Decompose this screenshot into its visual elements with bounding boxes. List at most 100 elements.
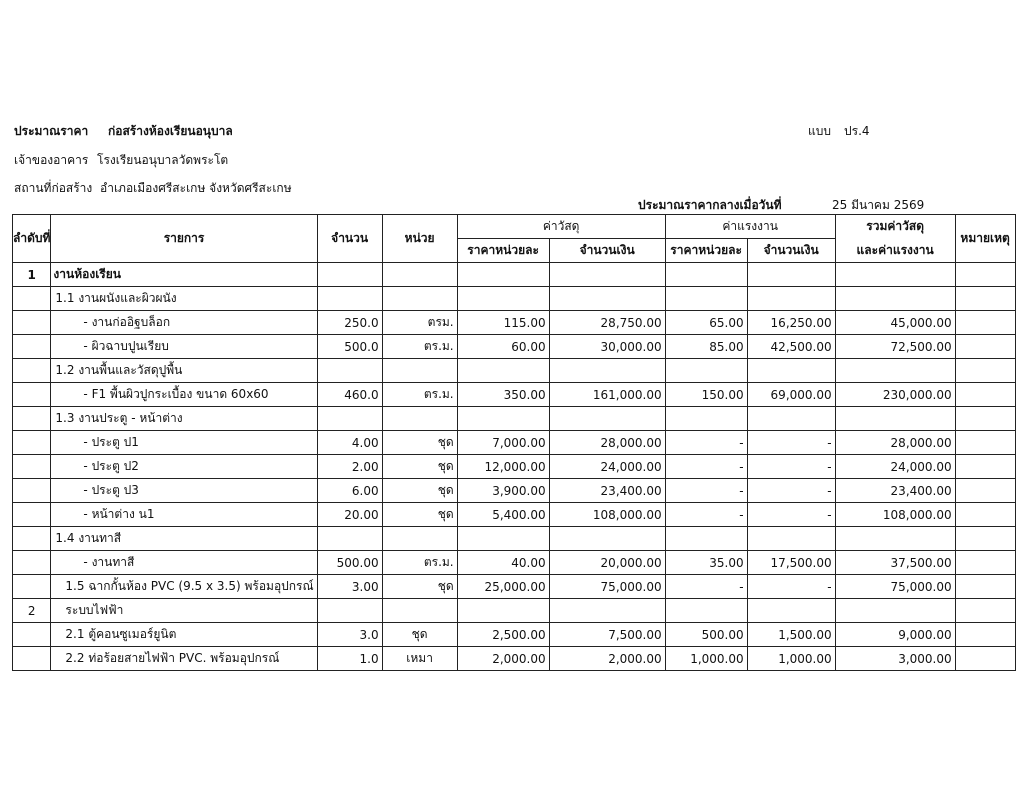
- quantity: [316, 358, 383, 383]
- unit: เหมา: [381, 646, 458, 671]
- labor-amount: 69,000.00: [746, 382, 836, 407]
- total-amount: 37,500.00: [834, 550, 956, 575]
- quantity: 1.0: [316, 646, 383, 671]
- remark: [954, 310, 1016, 335]
- quantity: 3.00: [316, 574, 383, 599]
- labor-unit-price: 150.00: [664, 382, 748, 407]
- labor-amount: -: [746, 478, 836, 503]
- labor-unit-price: [664, 286, 748, 311]
- labor-amount: -: [746, 502, 836, 527]
- row-description: 1.3 งานประตู - หน้าต่าง: [50, 406, 318, 431]
- row-description: - ประตู ป1: [50, 430, 318, 455]
- labor-amount: -: [746, 430, 836, 455]
- quantity: [316, 598, 383, 623]
- row-number: [11, 406, 52, 431]
- quantity: 460.0: [316, 382, 383, 407]
- remark: [954, 334, 1016, 359]
- row-description: - ประตู ป3: [50, 478, 318, 503]
- remark: [954, 574, 1016, 599]
- material-amount: [548, 406, 666, 431]
- row-number: [11, 286, 52, 311]
- table-row: 1.1 งานผนังและผิวผนัง: [11, 286, 1016, 311]
- remark: [954, 598, 1016, 623]
- quantity: 250.0: [316, 310, 383, 335]
- material-unit-price: 3,900.00: [456, 478, 550, 503]
- remark: [954, 478, 1016, 503]
- unit: [381, 406, 458, 431]
- row-number: [11, 502, 52, 527]
- quantity: 500.00: [316, 550, 383, 575]
- labor-unit-price: -: [664, 430, 748, 455]
- table-row: 1 งานห้องเรียน: [11, 262, 1016, 287]
- labor-amount: 1,500.00: [746, 622, 836, 647]
- material-amount: 2,000.00: [548, 646, 666, 671]
- material-unit-price: 2,000.00: [456, 646, 550, 671]
- unit: ตรม.: [381, 310, 458, 335]
- labor-amount: -: [746, 454, 836, 479]
- row-description: 2.2 ท่อร้อยสายไฟฟ้า PVC. พร้อมอุปกรณ์: [50, 646, 318, 671]
- total-amount: [834, 598, 956, 623]
- unit: ตร.ม.: [381, 334, 458, 359]
- unit: ชุด: [381, 622, 458, 647]
- row-number: 2: [11, 598, 52, 623]
- quantity: 4.00: [316, 430, 383, 455]
- material-amount: 24,000.00: [548, 454, 666, 479]
- row-description: - งานทาสี: [50, 550, 318, 575]
- owner-label: เจ้าของอาคาร: [14, 153, 89, 167]
- total-amount: 9,000.00: [834, 622, 956, 647]
- table-row: 2.2 ท่อร้อยสายไฟฟ้า PVC. พร้อมอุปกรณ์ 1.0…: [11, 646, 1016, 671]
- material-unit-price: [456, 286, 550, 311]
- unit: [381, 358, 458, 383]
- unit: [381, 262, 458, 287]
- material-unit-price: 115.00: [456, 310, 550, 335]
- row-description: - งานก่ออิฐบล็อก: [50, 310, 318, 335]
- material-amount: 75,000.00: [548, 574, 666, 599]
- quantity: 20.00: [316, 502, 383, 527]
- material-amount: 30,000.00: [548, 334, 666, 359]
- total-amount: [834, 406, 956, 431]
- total-amount: 28,000.00: [834, 430, 956, 455]
- material-amount: 20,000.00: [548, 550, 666, 575]
- col-material-unit-price: ราคาหน่วยละ: [456, 238, 550, 263]
- labor-unit-price: -: [664, 502, 748, 527]
- material-amount: 161,000.00: [548, 382, 666, 407]
- remark: [954, 358, 1016, 383]
- row-description: 1.5 ฉากกั้นห้อง PVC (9.5 x 3.5) พร้อมอุป…: [50, 574, 318, 599]
- total-amount: 108,000.00: [834, 502, 956, 527]
- table-row: - ผิวฉาบปูนเรียบ 500.0 ตร.ม. 60.00 30,000.00…: [11, 334, 1016, 359]
- row-description: 1.4 งานทาสี: [50, 526, 318, 551]
- row-description: - หน้าต่าง น1: [50, 502, 318, 527]
- table-row: 1.4 งานทาสี: [11, 526, 1016, 551]
- material-unit-price: [456, 358, 550, 383]
- material-unit-price: 40.00: [456, 550, 550, 575]
- unit: [381, 526, 458, 551]
- material-amount: 7,500.00: [548, 622, 666, 647]
- table-row: - ประตู ป1 4.00 ชุด 7,000.00 28,000.00- -28,0…: [11, 430, 1016, 455]
- material-amount: 28,750.00: [548, 310, 666, 335]
- col-unit-header: หน่วย: [381, 214, 458, 263]
- remark: [954, 382, 1016, 407]
- remark: [954, 502, 1016, 527]
- table-row: - งานทาสี 500.00 ตร.ม. 40.00 20,000.00 35.00 1…: [11, 550, 1016, 575]
- material-amount: 28,000.00: [548, 430, 666, 455]
- col-remark-header: หมายเหตุ: [954, 214, 1016, 263]
- quantity: [316, 526, 383, 551]
- site-value: อำเภอเมืองศรีสะเกษ จังหวัดศรีสะเกษ: [100, 181, 292, 195]
- unit: ชุด: [381, 502, 458, 527]
- remark: [954, 454, 1016, 479]
- labor-amount: 17,500.00: [746, 550, 836, 575]
- table-row: 1.3 งานประตู - หน้าต่าง: [11, 406, 1016, 431]
- row-number: [11, 646, 52, 671]
- material-amount: 108,000.00: [548, 502, 666, 527]
- quantity: [316, 406, 383, 431]
- row-number: [11, 550, 52, 575]
- doc-title-value: ก่อสร้างห้องเรียนอนุบาล: [108, 124, 233, 138]
- total-amount: 3,000.00: [834, 646, 956, 671]
- form-value: ปร.4: [844, 124, 870, 138]
- unit: [381, 598, 458, 623]
- unit: ตร.ม.: [381, 550, 458, 575]
- table-row: - F1 พื้นผิวปูกระเบื้อง ขนาด 60x60 460.0 ต…: [11, 382, 1016, 407]
- table-row: 2.1 ตู้คอนซูเมอร์ยูนิต 3.0 ชุด 2,500.00 7,50…: [11, 622, 1016, 647]
- col-labor-header: ค่าแรงงาน: [664, 214, 836, 239]
- labor-unit-price: 500.00: [664, 622, 748, 647]
